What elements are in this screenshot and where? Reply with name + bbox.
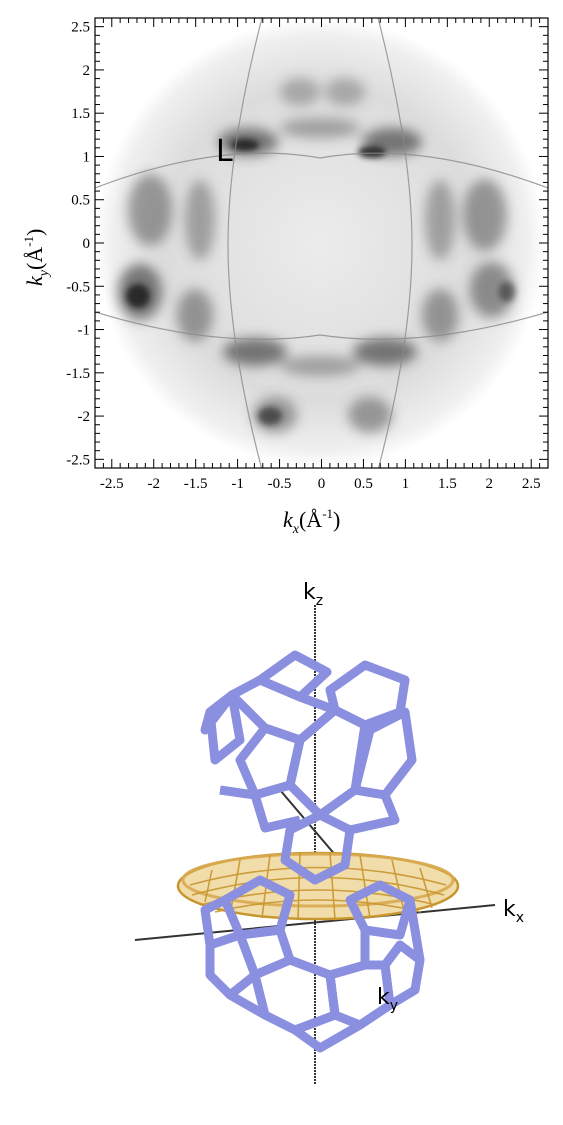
x-tick-label: -0.5 [268, 476, 292, 492]
y-tick-label: -1 [78, 323, 91, 339]
arpes-map-panel: -2.5 -2 -1.5 -1 -0.5 0 0.5 1 1.5 2 2.5 2.5 2 1.5 1 0.5… [21, 17, 549, 537]
brillouin-zone-lower [200, 810, 425, 1053]
y-axis-ticks [95, 17, 548, 469]
x-tick-label: -1.5 [184, 476, 208, 492]
l-point-label: L [216, 134, 233, 169]
fermi-surface [176, 851, 460, 921]
brillouin-zone-upper [200, 650, 417, 835]
kx-label: kx [503, 897, 524, 926]
x-tick-label: 2 [486, 476, 494, 492]
zone-boundary-lines [95, 18, 548, 468]
y-tick-label: 0.5 [71, 193, 90, 209]
y-tick-label: -0.5 [66, 279, 90, 295]
x-tick-label: 1 [402, 476, 410, 492]
svg-text:kx: kx [503, 897, 524, 926]
kz-label: kz [303, 580, 323, 609]
svg-text:kz: kz [303, 580, 323, 609]
y-tick-label: 2 [83, 63, 91, 79]
svg-text:ky(Å-1): ky(Å-1) [21, 229, 52, 286]
x-axis-ticks [102, 18, 541, 468]
ky-label: ky [377, 985, 398, 1014]
y-tick-labels: 2.5 2 1.5 1 0.5 0 -0.5 -1 -1.5 -2 -2.5 [66, 20, 90, 469]
kx-axis [134, 904, 496, 941]
y-tick-label: -2.5 [66, 452, 90, 468]
x-tick-label: 0.5 [354, 476, 373, 492]
y-tick-label: 1.5 [71, 106, 90, 122]
brillouin-zone-panel: kz kx ky [134, 580, 524, 1085]
x-axis-label: kx(Å-1) [283, 506, 340, 537]
x-tick-label: 1.5 [438, 476, 457, 492]
y-tick-label: 0 [83, 236, 91, 252]
svg-text:kx(Å-1): kx(Å-1) [283, 506, 340, 537]
intensity-features [118, 78, 515, 433]
x-tick-labels: -2.5 -2 -1.5 -1 -0.5 0 0.5 1 1.5 2 2.5 [100, 476, 541, 492]
svg-text:ky: ky [377, 985, 398, 1014]
y-tick-label: 2.5 [71, 20, 90, 36]
y-axis-label: ky(Å-1) [21, 229, 52, 286]
x-tick-label: -1 [231, 476, 244, 492]
y-tick-label: 1 [83, 149, 91, 165]
x-tick-label: -2 [147, 476, 160, 492]
y-tick-label: -1.5 [66, 366, 90, 382]
intensity-disc [95, 18, 545, 468]
x-tick-label: -2.5 [100, 476, 124, 492]
y-tick-label: -2 [78, 409, 91, 425]
x-tick-label: 2.5 [522, 476, 541, 492]
x-tick-label: 0 [318, 476, 326, 492]
